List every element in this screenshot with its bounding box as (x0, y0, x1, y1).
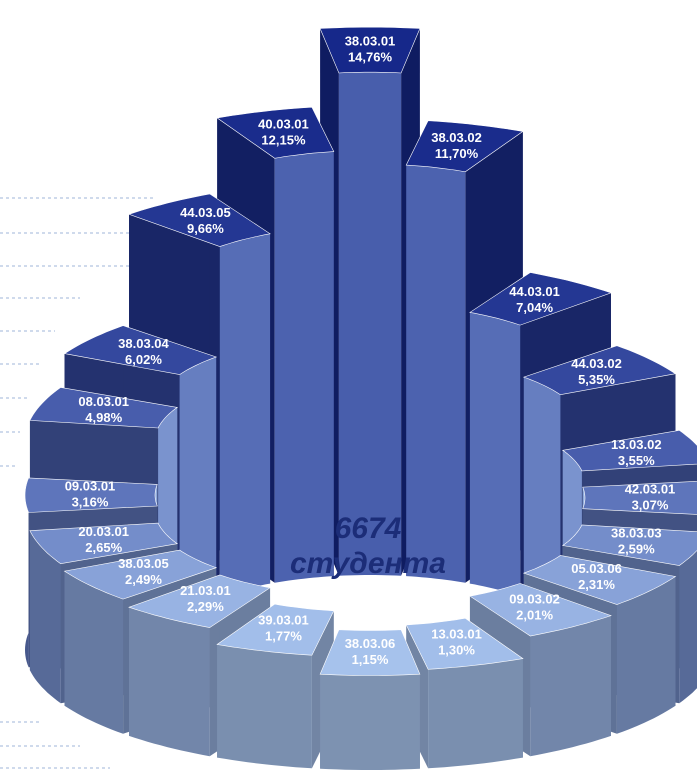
segment-category: 44.03.01 (509, 284, 560, 299)
segment-top (405, 617, 524, 670)
segment-top (469, 272, 612, 326)
segment-category: 38.03.02 (431, 130, 482, 145)
segment-value-label: 7,04% (516, 300, 553, 315)
segment-value-label: 1,30% (438, 643, 475, 658)
segment-category: 42.03.01 (625, 481, 676, 496)
segment-category: 40.03.01 (258, 117, 309, 132)
segment-outer-wall (428, 658, 523, 769)
segment-value-label: 3,55% (618, 453, 655, 468)
segment-outer-wall (29, 530, 61, 704)
segment-inner-wall (219, 233, 271, 597)
segment-value-label: 2,31% (578, 577, 615, 592)
segment-value-label: 12,15% (261, 133, 306, 148)
segment-outer-wall (679, 550, 697, 704)
segment-value-label: 3,16% (72, 495, 109, 510)
segment-category: 39.03.01 (258, 613, 309, 628)
segment-outer-wall (320, 674, 420, 770)
segment-category: 13.03.02 (611, 437, 662, 452)
segment-top (561, 429, 697, 472)
segment-top (469, 583, 612, 637)
segment-category: 21.03.01 (180, 583, 231, 598)
segment-value-label: 4,98% (85, 410, 122, 425)
segment-top (522, 555, 677, 605)
segment-inner-wall (406, 165, 466, 583)
segment-top (29, 387, 179, 429)
segment-value-label: 1,15% (352, 652, 389, 667)
segment-top (63, 549, 218, 600)
segment-value-label: 3,07% (632, 497, 669, 512)
segment-top (319, 629, 421, 676)
decor-lines (0, 197, 155, 769)
segment-top (29, 522, 179, 565)
segment-inner-wall (469, 312, 521, 597)
segment-value-label: 11,70% (435, 146, 479, 161)
segment-category: 05.03.06 (571, 561, 622, 576)
segment-inner-wall (338, 72, 402, 576)
segment-category: 38.03.01 (345, 34, 396, 49)
segment-category: 13.03.01 (431, 627, 482, 642)
segment: 38.03.061,15% (319, 629, 421, 770)
segment-top (216, 106, 335, 159)
segment-top (128, 193, 271, 247)
segment-inner-wall (179, 357, 217, 616)
segment-inner-wall (523, 377, 561, 616)
segment-category: 38.03.06 (345, 636, 396, 651)
segment-outer-wall (530, 615, 611, 757)
segment-value-label: 2,29% (187, 599, 224, 614)
segment-top (319, 26, 421, 74)
segment-outer-wall (217, 644, 312, 769)
segment-category: 38.03.04 (118, 336, 169, 351)
segment-outer-wall (129, 607, 210, 757)
segment-category: 38.03.05 (118, 556, 169, 571)
segment-top (522, 345, 677, 396)
segment-category: 44.03.05 (180, 205, 231, 220)
segment-category: 09.03.02 (509, 592, 560, 607)
segment-value-label: 2,01% (516, 608, 553, 623)
segment-value-label: 9,66% (187, 221, 224, 236)
segment-category: 08.03.01 (78, 394, 129, 409)
segment-top (561, 524, 697, 566)
total-label: 6674 (335, 512, 402, 545)
segment-top (405, 120, 524, 173)
segment-category: 44.03.02 (571, 356, 622, 371)
segment-outer-wall (64, 571, 124, 734)
segment-value-label: 14,76% (348, 50, 393, 65)
segment-top (128, 574, 271, 628)
segment-value-label: 1,77% (265, 629, 302, 644)
total-unit: студента (290, 547, 446, 580)
segment-value-label: 2,49% (125, 572, 162, 587)
segment-value-label: 2,59% (618, 542, 655, 557)
segment-top (24, 477, 158, 513)
segment-value-label: 2,65% (85, 540, 122, 555)
segment-category: 20.03.01 (78, 524, 129, 539)
segment-top (216, 603, 335, 656)
segment-top (63, 325, 218, 375)
segment-category: 09.03.01 (65, 479, 116, 494)
segment-value-label: 6,02% (125, 352, 162, 367)
segment-category: 38.03.03 (611, 526, 662, 541)
segment-value-label: 5,35% (578, 372, 615, 387)
segment-inner-wall (274, 151, 334, 583)
segment-top (582, 481, 697, 515)
segment-outer-wall (616, 576, 676, 734)
